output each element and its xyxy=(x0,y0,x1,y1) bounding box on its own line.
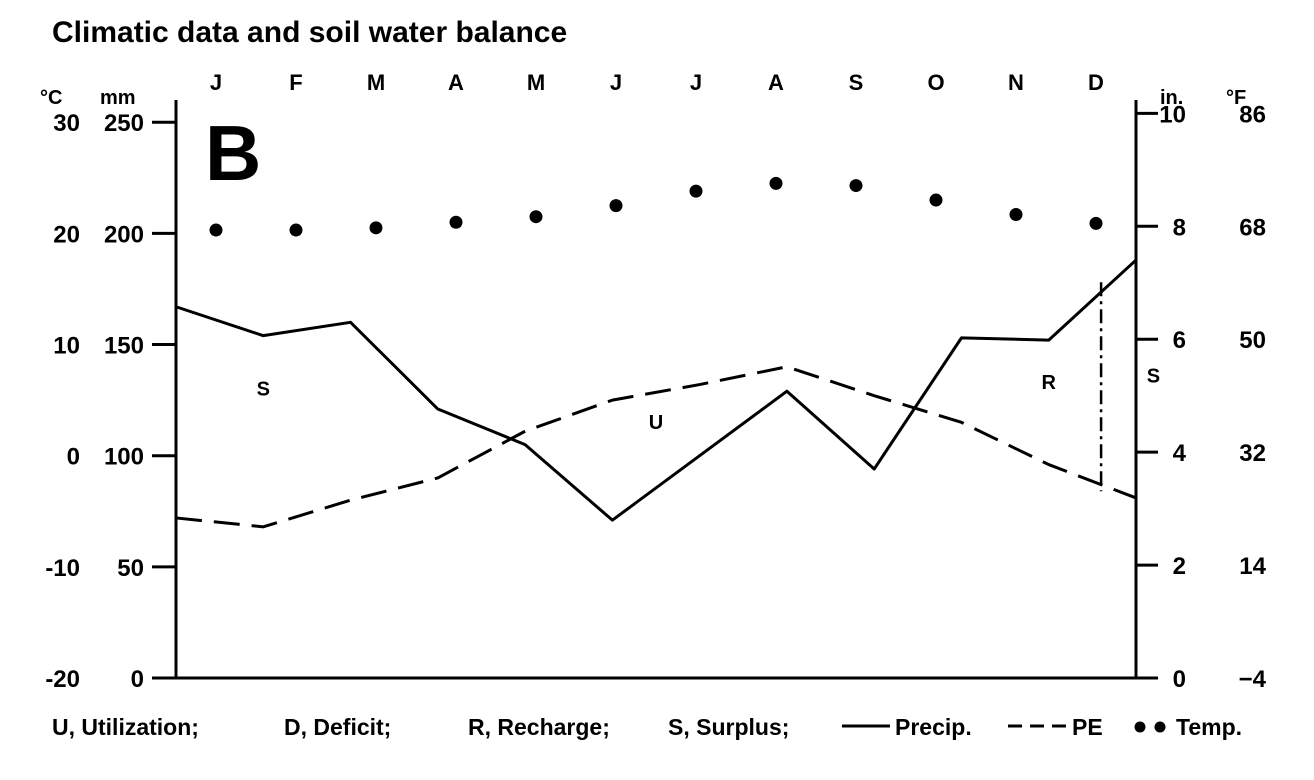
fahrenheit-unit-label: °F xyxy=(1226,87,1246,109)
legend: U, Utilization; D, Deficit; R, Recharge;… xyxy=(52,714,1242,740)
legend-pe: PE xyxy=(1072,714,1103,740)
month-label: A xyxy=(448,70,464,95)
left-axis: 250 30 200 20 150 10 100 0 50 -10 0 -20 xyxy=(45,110,176,693)
temp-point xyxy=(929,193,943,207)
zone-label: S xyxy=(257,379,270,401)
legend-utilization: U, Utilization; xyxy=(52,714,199,740)
month-label: M xyxy=(527,70,545,95)
celsius-unit-label: °C xyxy=(40,87,62,109)
fahrenheit-tick-label: 86 xyxy=(1239,101,1266,128)
series-layer xyxy=(175,176,1138,529)
inch-tick-label: 8 xyxy=(1173,214,1186,241)
celsius-tick-label: -10 xyxy=(45,555,80,582)
month-label: A xyxy=(768,70,784,95)
mm-tick-label: 250 xyxy=(104,110,144,137)
inch-tick-label: 10 xyxy=(1159,101,1186,128)
month-label: S xyxy=(849,70,864,95)
temp-point xyxy=(769,176,783,190)
plot-frame xyxy=(176,100,1136,678)
zone-label: S xyxy=(1147,365,1160,387)
temp-point xyxy=(689,184,703,198)
legend-recharge: R, Recharge; xyxy=(468,714,610,740)
temp-point xyxy=(1009,207,1023,221)
panel-label: B xyxy=(205,109,261,197)
pe-line xyxy=(175,365,1137,529)
temp-point xyxy=(449,215,463,229)
temp-point xyxy=(369,221,383,235)
temp-point xyxy=(209,223,223,237)
month-label: J xyxy=(690,70,702,95)
mm-tick-label: 0 xyxy=(131,666,144,693)
celsius-tick-label: 20 xyxy=(53,221,80,248)
temp-point xyxy=(849,179,863,193)
chart-title: Climatic data and soil water balance xyxy=(52,16,567,49)
celsius-tick-label: -20 xyxy=(45,666,80,693)
legend-temp-dot xyxy=(1134,721,1146,733)
fahrenheit-tick-label: −4 xyxy=(1239,666,1267,693)
legend-temp: Temp. xyxy=(1176,714,1242,740)
zone-labels: S U R S xyxy=(257,365,1161,434)
temp-point xyxy=(1089,216,1103,230)
month-label: O xyxy=(927,70,944,95)
inch-tick-label: 6 xyxy=(1173,327,1186,354)
fahrenheit-tick-label: 14 xyxy=(1239,553,1266,580)
inch-tick-label: 0 xyxy=(1173,666,1186,693)
celsius-tick-label: 30 xyxy=(53,110,80,137)
inch-unit-label: in. xyxy=(1160,87,1183,109)
celsius-tick-label: 0 xyxy=(67,444,80,471)
fahrenheit-tick-label: 68 xyxy=(1239,214,1266,241)
legend-surplus: S, Surplus; xyxy=(668,714,789,740)
precip-line xyxy=(175,258,1138,522)
month-label: M xyxy=(367,70,385,95)
zone-label: U xyxy=(649,412,663,434)
legend-temp-dot xyxy=(1154,721,1166,733)
inch-tick-label: 4 xyxy=(1173,440,1187,467)
legend-deficit: D, Deficit; xyxy=(284,714,391,740)
mm-tick-label: 100 xyxy=(104,444,144,471)
fahrenheit-tick-label: 50 xyxy=(1239,327,1266,354)
mm-tick-label: 150 xyxy=(104,333,144,360)
temp-point xyxy=(529,210,543,224)
month-label: J xyxy=(610,70,622,95)
mm-tick-label: 200 xyxy=(104,221,144,248)
month-label: F xyxy=(289,70,302,95)
legend-precip: Precip. xyxy=(895,714,972,740)
zone-label: R xyxy=(1042,372,1057,394)
temp-point xyxy=(609,199,623,213)
mm-tick-label: 50 xyxy=(117,555,144,582)
fahrenheit-tick-label: 32 xyxy=(1239,440,1266,467)
month-label: N xyxy=(1008,70,1024,95)
right-axis: 10 868 686 504 322 140 −4 xyxy=(1136,101,1267,693)
mm-unit-label: mm xyxy=(100,87,136,109)
temp-point xyxy=(289,223,303,237)
month-label: J xyxy=(210,70,222,95)
month-label: D xyxy=(1088,70,1104,95)
inch-tick-label: 2 xyxy=(1173,553,1186,580)
celsius-tick-label: 10 xyxy=(53,333,80,360)
